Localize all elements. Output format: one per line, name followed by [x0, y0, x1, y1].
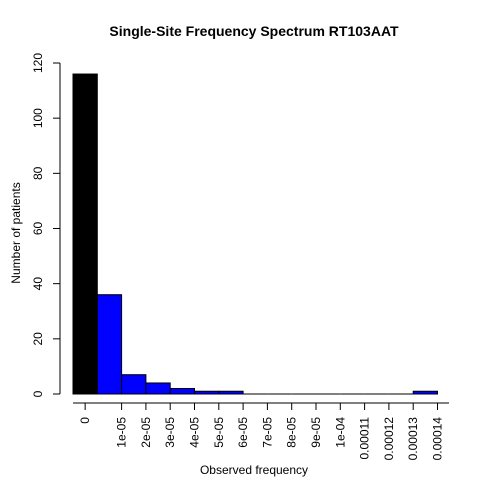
- y-tick-label-6: 120: [31, 53, 45, 73]
- bar-1-13: [412, 390, 439, 395]
- x-tick-label-5: 5e-05: [212, 417, 226, 448]
- bar-1-3: [169, 387, 195, 395]
- x-tick-label-4: 4e-05: [188, 417, 202, 448]
- x-tick-label-14: 0.00014: [431, 417, 445, 461]
- x-tick-label-8: 8e-05: [285, 417, 299, 448]
- bars-group: [72, 73, 439, 395]
- y-tick-label-3: 60: [31, 222, 45, 236]
- x-axis: 0 1e-05 2e-05 3e-05 4e-05 5e-05 6e-05 7e-05 8e-0…: [73, 402, 449, 461]
- y-tick-label-1: 20: [31, 332, 45, 346]
- bar-1-0: [96, 294, 123, 395]
- y-tick-label-4: 80: [31, 166, 45, 180]
- x-tick-label-12: 0.00012: [382, 417, 396, 461]
- y-tick-label-0: 0: [31, 390, 45, 397]
- x-tick-label-7: 7e-05: [260, 417, 274, 448]
- x-tick-label-10: 1e-04: [333, 417, 347, 448]
- x-tick-label-0: 0: [78, 417, 92, 424]
- bar-1-1: [121, 374, 147, 395]
- chart-title: Single-Site Frequency Spectrum RT103AAT: [109, 23, 399, 39]
- bar-1-2: [145, 382, 171, 395]
- y-tick-label-2: 40: [31, 277, 45, 291]
- x-axis-label: Observed frequency: [200, 463, 308, 477]
- x-tick-label-6: 6e-05: [236, 417, 250, 448]
- bar-1-4: [194, 390, 220, 395]
- bar-0-0: [72, 73, 98, 395]
- x-tick-label-1: 1e-05: [115, 417, 129, 448]
- x-tick-label-9: 9e-05: [309, 417, 323, 448]
- bar-1-5: [218, 390, 244, 395]
- y-axis-label: Number of patients: [9, 182, 23, 283]
- y-axis: 0 20 40 60 80 100 120: [31, 53, 61, 397]
- x-tick-label-13: 0.00013: [406, 417, 420, 461]
- y-tick-label-5: 100: [31, 108, 45, 128]
- x-tick-label-11: 0.00011: [358, 417, 372, 460]
- x-tick-label-2: 2e-05: [139, 417, 153, 448]
- x-tick-label-3: 3e-05: [163, 417, 177, 448]
